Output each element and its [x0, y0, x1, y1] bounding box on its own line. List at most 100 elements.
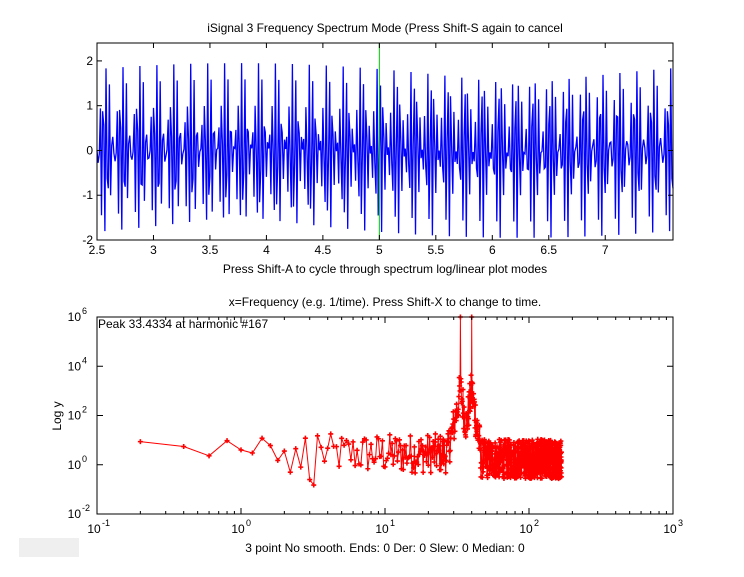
- spectrum-point: [471, 399, 477, 405]
- peak-annotation: Peak 33.4334 at harmonic #167: [98, 317, 268, 331]
- spectrum-point: [501, 463, 507, 469]
- spectrum-point: [366, 452, 372, 458]
- spectrum-point: [465, 394, 471, 400]
- y-tick-label: 0: [86, 143, 93, 157]
- spectrum-point: [457, 388, 463, 394]
- spectrum-point: [348, 457, 354, 463]
- spectrum-point: [430, 454, 436, 460]
- spectrum-point: [281, 448, 287, 454]
- spectrum-point: [373, 456, 379, 462]
- spectrum-point: [315, 433, 321, 439]
- spectrum-point: [384, 455, 390, 461]
- y-tick-label: -2: [82, 233, 93, 247]
- spectrum-point: [275, 457, 281, 463]
- spectrum-point: [558, 442, 564, 448]
- spectrum-point: [479, 474, 485, 480]
- spectrum-point: [437, 433, 443, 439]
- y-tick-label: 2: [86, 54, 93, 68]
- spectrum-point: [447, 448, 453, 454]
- x-tick-label: 5: [376, 243, 383, 257]
- x-tick-label-exponent: 0: [246, 518, 251, 528]
- spectrum-point: [464, 411, 470, 417]
- spectrum-point: [423, 459, 429, 465]
- spectrum-point: [259, 435, 265, 441]
- bottom-plot-xlabel: 3 point No smooth. Ends: 0 Der: 0 Slew: …: [245, 541, 525, 555]
- spectrum-point: [463, 434, 469, 440]
- spectrum-point: [458, 379, 464, 385]
- spectrum-point: [495, 454, 501, 460]
- spectrum-point: [400, 467, 406, 473]
- y-tick-label: -1: [82, 188, 93, 202]
- spectrum-point: [287, 469, 293, 475]
- spectrum-point: [249, 450, 255, 456]
- spectrum-point: [456, 394, 462, 400]
- spectrum-point: [415, 462, 421, 468]
- spectrum-point: [371, 459, 377, 465]
- spectrum-point: [558, 449, 564, 455]
- spectrum-point: [321, 458, 327, 464]
- spectrum-point: [449, 424, 455, 430]
- x-tick-label: 3: [150, 243, 157, 257]
- y-tick-label: 10: [68, 458, 82, 472]
- spectrum-point: [486, 455, 492, 461]
- x-tick-label: 4: [263, 243, 270, 257]
- spectrum-point: [442, 453, 448, 459]
- y-tick-label-exponent: 0: [82, 454, 87, 464]
- top-axes: iSignal 3 Frequency Spectrum Mode (Press…: [82, 21, 674, 276]
- spectrum-point: [420, 469, 426, 475]
- y-tick-label: 10: [68, 310, 82, 324]
- spectrum-point: [476, 433, 482, 439]
- x-tick-label: 6: [489, 243, 496, 257]
- bottom-axes-box: [96, 316, 674, 515]
- spectrum-point: [393, 438, 399, 444]
- spectrum-point: [456, 412, 462, 418]
- x-tick-label: 4.5: [315, 243, 332, 257]
- spectrum-point: [333, 444, 339, 450]
- spectrum-point: [434, 463, 440, 469]
- spectrum-point: [445, 431, 451, 437]
- bottom-plot-title: x=Frequency (e.g. 1/time). Press Shift-X…: [229, 295, 541, 309]
- y-tick-label-exponent: 6: [82, 306, 87, 316]
- spectrum-point: [466, 422, 472, 428]
- spectrum-point: [339, 435, 345, 441]
- spectrum-point: [459, 398, 465, 404]
- x-tick-label: 10: [519, 522, 533, 536]
- spectrum-point: [513, 450, 519, 456]
- spectrum-point: [482, 457, 488, 463]
- spectrum-point: [495, 471, 501, 477]
- spectrum-point: [436, 448, 442, 454]
- top-axes-box: [96, 42, 674, 241]
- spectrum-point: [443, 457, 449, 463]
- spectrum-point: [375, 436, 381, 442]
- spectrum-point: [298, 464, 304, 470]
- y-tick-label-exponent: -2: [82, 503, 90, 513]
- x-tick-label: 3.5: [202, 243, 219, 257]
- spectrum-point: [358, 462, 364, 468]
- spectrum-point: [454, 401, 460, 407]
- x-tick-label-exponent: -1: [102, 518, 110, 528]
- spectrum-point: [432, 431, 438, 437]
- spectrum-point: [411, 465, 417, 471]
- spectrum-point: [427, 434, 433, 440]
- spectrum-point: [525, 465, 531, 471]
- spectrum-point: [394, 458, 400, 464]
- spectrum-point: [365, 466, 371, 472]
- spectrum-point: [318, 444, 324, 450]
- spectrum-markers: [137, 314, 564, 488]
- bottom-axes-ticks: 10 -1 10 0 10 1 10 2 10 310 -210 010 210 410 6: [68, 306, 683, 536]
- spectrum-point: [452, 428, 458, 434]
- y-tick-label-exponent: 2: [82, 405, 87, 415]
- spectrum-point: [426, 450, 432, 456]
- x-tick-label: 10: [87, 522, 101, 536]
- y-tick-label: 10: [68, 409, 82, 423]
- top-axes-ticks: 2.5 3 3.5 4 4.5 5 5.5 6 6.5 7 -2 -1 0 1 2: [82, 43, 673, 257]
- spectrum-point: [447, 459, 453, 465]
- spectrum-point: [403, 443, 409, 449]
- spectrum-point: [354, 447, 360, 453]
- spectrum-point: [468, 390, 474, 396]
- spectrum-point: [477, 424, 483, 430]
- x-tick-label-exponent: 2: [534, 518, 539, 528]
- spectrum-point: [428, 470, 434, 476]
- spectrum-point: [473, 432, 479, 438]
